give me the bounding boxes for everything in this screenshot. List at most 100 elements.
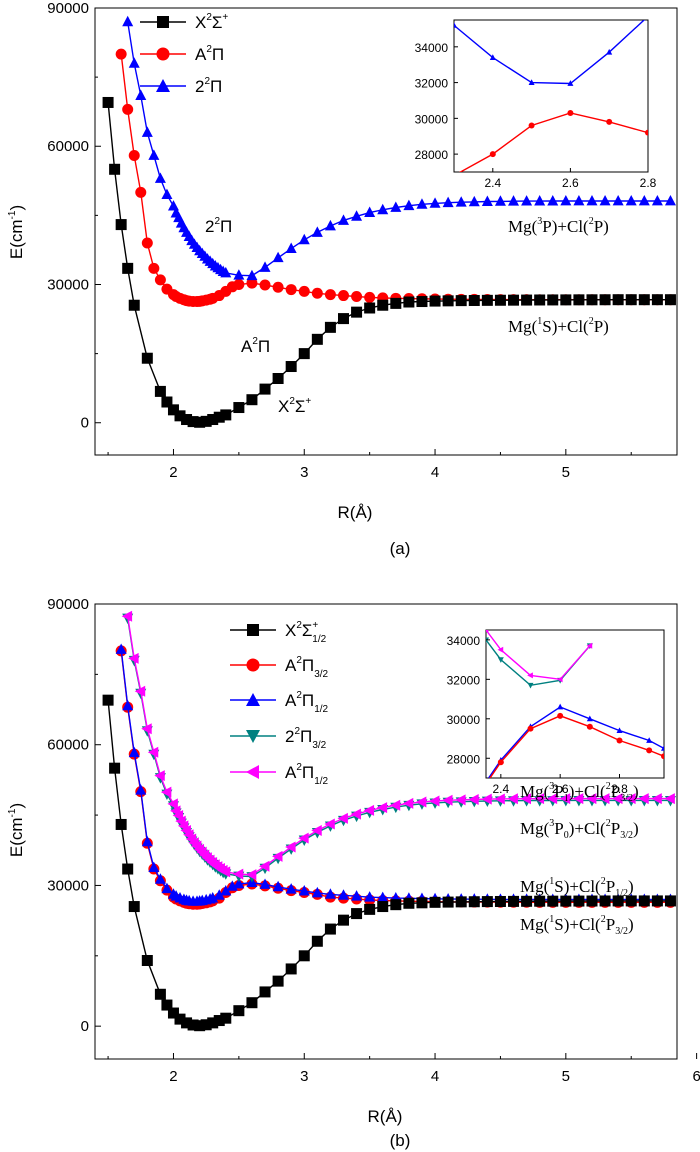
- series-b-x2sigma12-point: [246, 997, 258, 1009]
- series-b-a2pi12-magenta-point: [572, 793, 584, 805]
- series-b-x2sigma12-point: [521, 895, 533, 907]
- panel-b-frame: [94, 603, 678, 1060]
- series-a-22pi-point: [259, 261, 271, 272]
- series-b-a2pi12-point: [154, 873, 166, 884]
- x-tick-label: 4: [431, 1068, 439, 1085]
- x-tick-label: 2.8: [640, 176, 657, 190]
- series-b-x2sigma12-point: [285, 963, 297, 975]
- series-a-22pi-point: [167, 200, 179, 211]
- series-b-x2sigma12-point: [390, 899, 402, 911]
- legend-22pi: 22Π: [195, 76, 222, 96]
- series-b-a2pi12-point: [213, 889, 225, 900]
- inset-b-series-2-point: [557, 703, 564, 710]
- series-a-22pi-point: [455, 196, 467, 207]
- series-a-x2sigma-point: [455, 295, 467, 307]
- y-tick-label: 0: [81, 415, 89, 432]
- y-tick-label: 60000: [47, 737, 89, 754]
- series-b-a2pi12-magenta-point: [363, 804, 375, 816]
- legend-b-triangle-left-marker: [246, 765, 259, 779]
- legend-circle-marker: [156, 47, 170, 61]
- asymptote-mg1s-cl2p32: Mg(1S)+Cl(2P3/2): [520, 914, 634, 937]
- series-a-x2sigma-point: [161, 396, 173, 408]
- y-tick-label: 60000: [47, 138, 89, 155]
- series-b-a2pi12-magenta-point: [625, 793, 636, 805]
- series-a-x2sigma-point: [351, 306, 363, 318]
- series-b-x2sigma12-point: [534, 895, 546, 907]
- series-b-a2pi12-magenta-point: [664, 793, 675, 805]
- series-a-x2sigma-point: [115, 219, 127, 231]
- inset-a-series-1-point: [528, 122, 535, 129]
- inset-b-series-3-line: [489, 715, 664, 778]
- series-b-a2pi12-magenta-point: [442, 794, 453, 806]
- y-tick-label: 30000: [47, 877, 89, 894]
- series-a-22pi-point: [141, 126, 153, 137]
- series-a-22pi-point: [481, 195, 493, 206]
- series-a-x2sigma-point: [337, 313, 349, 325]
- series-b-a2pi12-point: [351, 890, 363, 901]
- series-a-x2sigma-point: [481, 294, 493, 306]
- y-tick-label: 30000: [47, 276, 89, 293]
- legend-b-triangle-up-marker: [246, 693, 260, 706]
- series-b-a2pi12-magenta-point: [350, 808, 361, 820]
- inset-b-series-0-point: [497, 657, 504, 663]
- series-a-x2sigma-point: [141, 352, 153, 364]
- series-a-22pi-point: [573, 194, 585, 206]
- inset-a-series-0-point: [454, 22, 457, 28]
- series-b-x2sigma12-point: [429, 896, 441, 908]
- series-a-a2pi-point: [246, 277, 258, 289]
- series-a-22pi-point: [599, 194, 611, 206]
- series-a-22pi-point: [638, 194, 650, 206]
- panel-a-ylabel: E(cm-1): [7, 205, 26, 259]
- series-b-a2pi12-point: [220, 885, 232, 896]
- y-tick-label: 32000: [415, 77, 449, 91]
- panel-a-curve-labels: 22Π A2Π X2Σ+ Mg(3P)+Cl(2P) Mg(1S)+Cl(2P): [205, 216, 609, 416]
- series-a-x2sigma-point: [573, 294, 585, 306]
- series-b-x2sigma12-point: [599, 895, 611, 907]
- series-a-x2sigma-point: [122, 262, 134, 274]
- series-a-22pi-point: [390, 201, 402, 212]
- series-b-a2pi12-magenta-point: [585, 793, 597, 805]
- inset-a-series-1-point: [451, 173, 457, 179]
- inset-b-series-2-point: [616, 727, 623, 734]
- inset-a-series-0-point: [489, 54, 496, 60]
- x-tick-label: 2.8: [611, 782, 628, 796]
- series-a-22pi-point: [468, 195, 480, 207]
- x-tick-label: 2.4: [484, 176, 501, 190]
- series-a-a2pi-point: [122, 103, 134, 115]
- series-a-a2pi-point: [115, 48, 127, 60]
- series-b-x2sigma12-point: [468, 896, 480, 908]
- series-b-x2sigma12-point: [220, 1012, 232, 1024]
- series-b-x2sigma12-point: [102, 694, 114, 706]
- series-a-22pi-point: [586, 194, 598, 206]
- y-tick-label: 90000: [47, 0, 89, 17]
- series-b-x2sigma12-point: [213, 1015, 225, 1027]
- series-a-x2sigma-point: [109, 163, 121, 175]
- series-b-x2sigma12-point: [154, 988, 166, 1000]
- series-b-a2pi12-magenta-point: [520, 793, 531, 805]
- series-a-x2sigma-point: [508, 294, 520, 306]
- series-a-a2pi-point: [135, 186, 147, 198]
- series-a-x2sigma-point: [154, 385, 166, 397]
- inset-b-series-2-point: [646, 737, 653, 743]
- series-a-a2pi-point: [285, 284, 297, 296]
- series-b-a2pi12-magenta-point: [154, 770, 165, 782]
- inset-b-series-3-point: [616, 737, 623, 744]
- series-a-22pi-point: [285, 242, 297, 253]
- series-a-22pi-point: [651, 194, 663, 206]
- series-b-x2sigma12-point: [167, 1007, 179, 1019]
- series-a-22pi-point: [233, 269, 245, 280]
- inset-b-series-2-point: [586, 715, 593, 722]
- legend-b-triangle-down-marker: [246, 730, 260, 743]
- series-b-a2pi12-point: [141, 835, 153, 847]
- panel-b: 2 3 4 5 6 0 30000 60000 90000 X2Σ+ 1/2 A2Π3/2 A2Π…: [7, 596, 700, 1150]
- series-a-a2pi-point: [128, 149, 140, 161]
- series-a-22pi-point: [429, 197, 441, 208]
- series-a-x2sigma-point: [213, 411, 225, 423]
- series-b-x2sigma12-point: [311, 935, 323, 947]
- asymptote-mg1s-cl2p: Mg(1S)+Cl(2P): [508, 316, 609, 336]
- series-b-a2pi12-magenta-point: [219, 866, 231, 878]
- inset-a-series-0-point: [606, 48, 613, 55]
- series-a-22pi-point: [311, 226, 323, 237]
- series-b-x2sigma12-point: [324, 923, 336, 935]
- series-a-a2pi-point: [324, 289, 336, 301]
